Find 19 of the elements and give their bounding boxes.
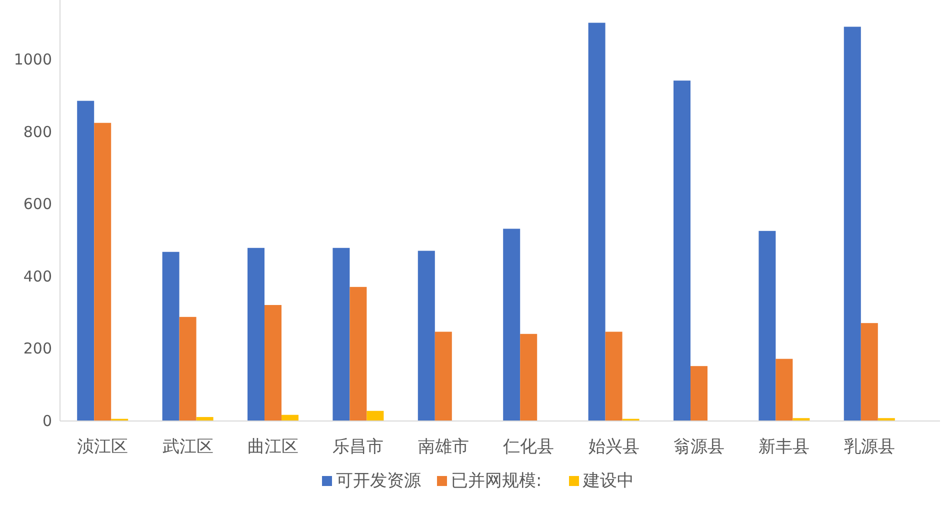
y-tick-label: 200 — [23, 340, 52, 358]
x-tick-label: 曲江区 — [248, 437, 298, 457]
legend-label: 已并网规模: — [451, 471, 542, 491]
x-tick-label: 新丰县 — [758, 437, 810, 457]
y-tick-label: 1000 — [14, 50, 52, 69]
x-tick-label: 乳源县 — [844, 437, 895, 457]
x-tick-label: 武江区 — [162, 437, 214, 457]
y-tick-label: 800 — [23, 122, 52, 141]
x-tick-label: 南雄市 — [418, 437, 469, 457]
x-tick-label: 翁源县 — [674, 437, 724, 457]
x-tick-label: 浈江区 — [77, 437, 128, 457]
y-tick-label: 400 — [23, 267, 52, 286]
legend-label: 可开发资源 — [336, 471, 421, 491]
x-tick-label: 始兴县 — [588, 437, 640, 457]
legend-label: 建设中 — [582, 471, 634, 491]
y-tick-label: 600 — [23, 195, 52, 214]
x-tick-label: 仁化县 — [502, 437, 554, 457]
x-tick-label: 乐昌市 — [332, 437, 384, 457]
y-tick-label: 0 — [42, 412, 52, 430]
